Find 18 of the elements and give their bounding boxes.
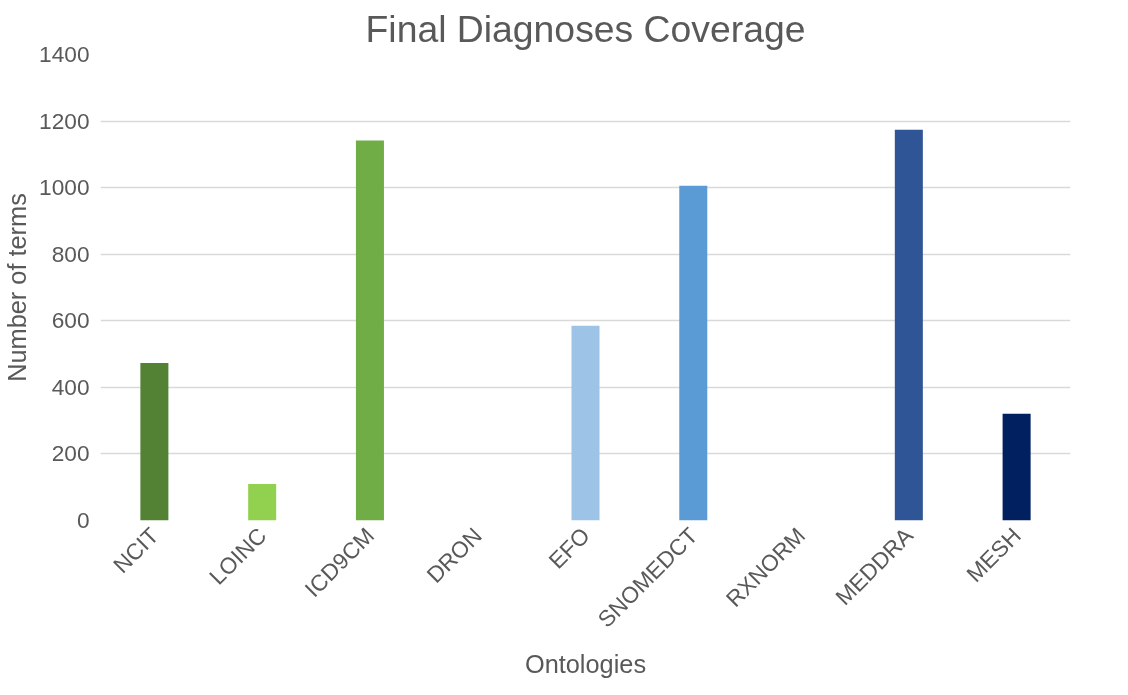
x-axis-title: Ontologies bbox=[524, 649, 647, 678]
bar bbox=[679, 185, 708, 521]
bar bbox=[894, 129, 923, 521]
y-tick-label: 800 bbox=[51, 240, 90, 267]
y-tick-label: 400 bbox=[51, 373, 90, 400]
y-tick-label: 1400 bbox=[39, 41, 90, 67]
y-axis-title: Number of terms bbox=[3, 193, 32, 382]
bar bbox=[248, 483, 277, 521]
y-tick-label: 600 bbox=[51, 307, 90, 334]
y-tick-label: 200 bbox=[51, 440, 90, 467]
bar bbox=[1002, 413, 1031, 521]
y-tick-label: 0 bbox=[76, 507, 90, 533]
bar bbox=[355, 140, 384, 521]
bar bbox=[140, 363, 169, 521]
bar bbox=[571, 325, 600, 521]
y-tick-label: 1000 bbox=[39, 174, 90, 201]
chart-title: Final Diagnoses Coverage bbox=[365, 7, 806, 50]
y-tick-label: 1200 bbox=[39, 107, 90, 134]
